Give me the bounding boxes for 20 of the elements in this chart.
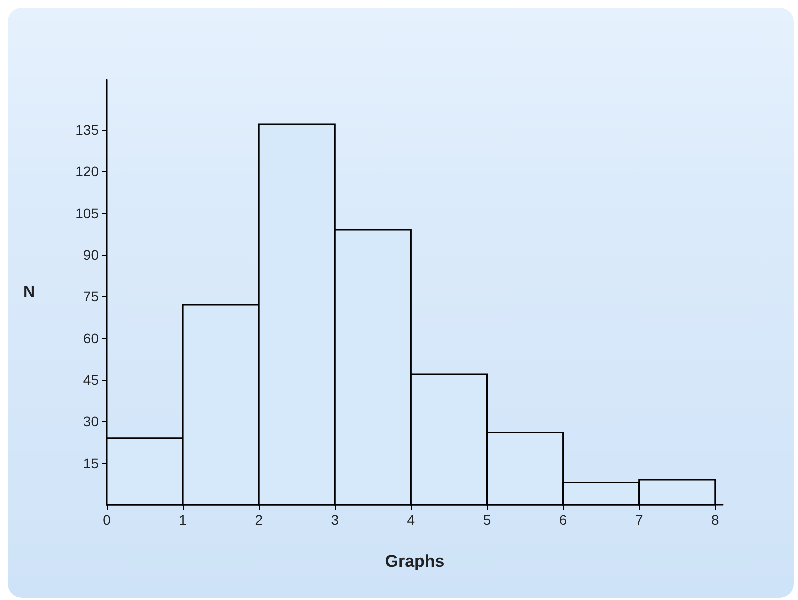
- y-axis-title: N: [23, 284, 35, 301]
- y-tick-label: 60: [83, 330, 100, 346]
- y-tick-label: 105: [76, 205, 100, 222]
- x-tick-label: 8: [711, 512, 720, 528]
- x-tick-label: 3: [331, 512, 340, 528]
- x-tick-label: 5: [483, 512, 492, 528]
- y-tick-label: 45: [83, 372, 100, 388]
- y-tick-label: 90: [83, 247, 100, 263]
- y-tick-label: 135: [76, 122, 100, 138]
- x-tick-label: 1: [179, 512, 188, 528]
- x-tick-label: 4: [407, 512, 416, 528]
- y-tick-label: 30: [83, 414, 100, 430]
- x-tick-label: 6: [559, 512, 568, 528]
- y-tick-label: 75: [83, 288, 100, 305]
- y-tick-label: 15: [83, 455, 100, 472]
- y-tick-label: 120: [76, 164, 100, 180]
- x-tick-label: 0: [103, 512, 112, 528]
- x-tick-label: 7: [635, 512, 644, 528]
- x-tick-label: 2: [255, 512, 264, 528]
- x-axis-title: Graphs: [385, 552, 445, 571]
